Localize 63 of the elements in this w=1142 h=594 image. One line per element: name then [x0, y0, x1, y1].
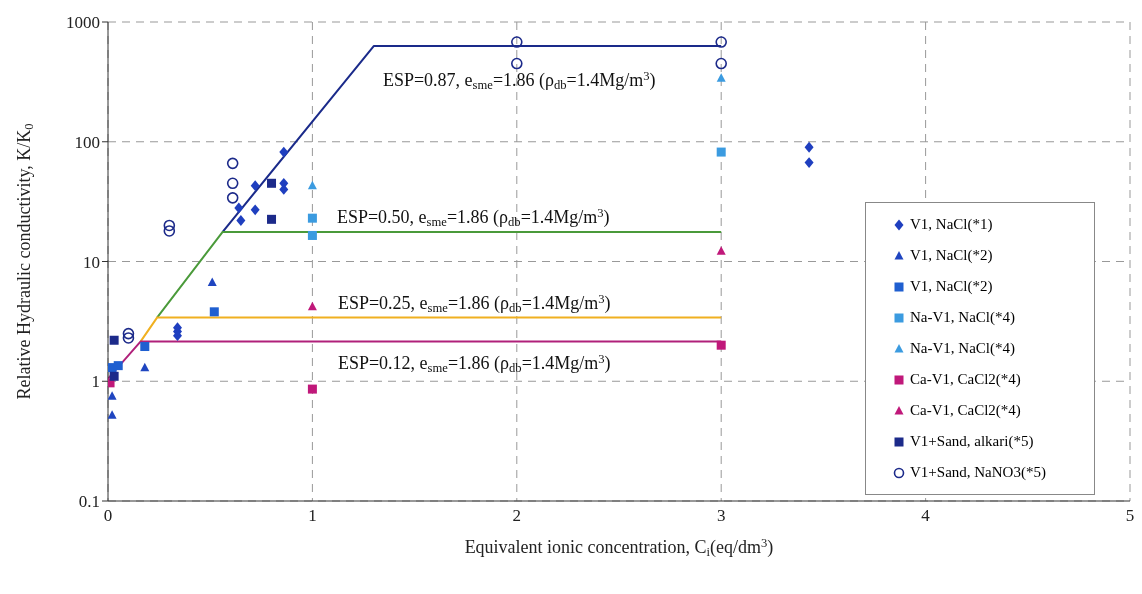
- point: [511, 36, 523, 48]
- point: [108, 391, 117, 400]
- annotation: ESP=0.12, e$_{sme}$=1.86 (ρ$_{db}$=1.4Mg/m$^{3}$): [337, 352, 611, 376]
- legend-label: V1, NaCl(*2): [910, 278, 993, 295]
- point: [307, 213, 317, 223]
- y-tick-label: 1000: [66, 13, 100, 33]
- point: [307, 384, 317, 394]
- point: [267, 214, 277, 224]
- x-tick-label: 0: [103, 506, 113, 526]
- legend-label: Na-V1, NaCl(*4): [910, 309, 1015, 326]
- y-tick-label: 0.1: [78, 492, 100, 512]
- legend-label: Ca-V1, CaCl2(*4): [910, 371, 1021, 388]
- legend-label: V1, NaCl(*2): [910, 247, 993, 264]
- point: [716, 340, 726, 350]
- point: [715, 57, 727, 70]
- x-axis-title: Equivalent ionic concentration, C$_{i}$(eq/dm$^{3}$): [464, 536, 774, 560]
- point: [108, 410, 117, 419]
- point: [209, 307, 219, 317]
- point: [307, 180, 317, 190]
- y-tick-label: 1: [91, 372, 100, 392]
- annotation: ESP=0.87, e$_{sme}$=1.86 (ρ$_{db}$=1.4Mg/m$^{3}$): [382, 69, 656, 93]
- annotation: ESP=0.50, e$_{sme}$=1.86 (ρ$_{db}$=1.4Mg/m$^{3}$): [336, 206, 610, 230]
- point: [804, 141, 814, 153]
- point: [804, 157, 814, 168]
- point: [226, 157, 239, 170]
- y-tick-label: 10: [83, 252, 100, 272]
- point: [716, 147, 726, 157]
- point: [307, 301, 317, 311]
- point: [250, 180, 260, 192]
- point: [715, 36, 727, 48]
- point: [716, 246, 726, 255]
- point: [511, 57, 523, 70]
- point: [109, 335, 119, 345]
- legend-label: V1+Sand, NaNO3(*5): [910, 464, 1046, 481]
- x-tick-label: 4: [921, 506, 931, 526]
- x-tick-label: 2: [512, 506, 522, 526]
- point: [122, 332, 135, 344]
- point: [163, 219, 176, 232]
- point: [113, 361, 123, 371]
- point: [163, 225, 176, 237]
- annotation: ESP=0.25, e$_{sme}$=1.86 (ρ$_{db}$=1.4Mg/m$^{3}$): [337, 291, 611, 315]
- y-tick-label: 100: [74, 132, 100, 152]
- legend-label: V1+Sand, alkari(*5): [910, 433, 1034, 450]
- point: [279, 146, 289, 158]
- point: [234, 202, 244, 214]
- x-tick-label: 5: [1125, 506, 1135, 526]
- x-tick-label: 1: [308, 506, 317, 526]
- point: [226, 177, 239, 190]
- point: [236, 215, 246, 226]
- point: [226, 192, 239, 204]
- point: [716, 73, 726, 82]
- point: [122, 327, 135, 340]
- point: [307, 230, 317, 240]
- point: [250, 204, 260, 216]
- point: [140, 362, 150, 372]
- point: [109, 371, 119, 381]
- legend-label: V1, NaCl(*1): [910, 216, 993, 233]
- legend-label: Ca-V1, CaCl2(*4): [910, 402, 1021, 419]
- x-tick-label: 3: [716, 506, 726, 526]
- point: [267, 178, 277, 188]
- point: [207, 277, 217, 286]
- legend-label: Na-V1, NaCl(*4): [910, 340, 1015, 357]
- point: [140, 342, 150, 352]
